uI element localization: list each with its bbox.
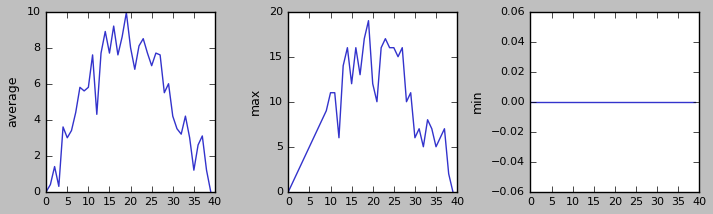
Y-axis label: max: max bbox=[249, 88, 262, 115]
Y-axis label: average: average bbox=[6, 76, 20, 128]
Y-axis label: min: min bbox=[471, 90, 484, 113]
